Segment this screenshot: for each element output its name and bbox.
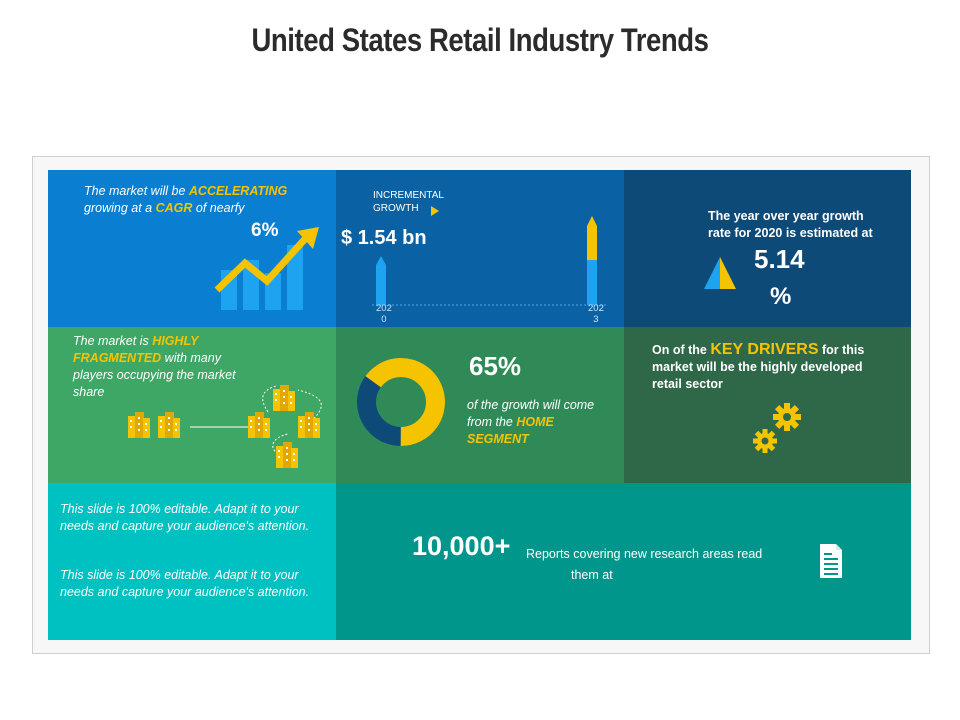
fragmented-text: The market is HIGHLY FRAGMENTED with man… (73, 333, 293, 401)
home-segment-text: of the growth will come from the HOME SE… (467, 397, 624, 448)
home-text-part: of the growth will come (467, 398, 595, 412)
panel-reports: 10,000+ Reports covering new research ar… (336, 483, 911, 640)
year-end-part: 202 (588, 303, 604, 314)
reports-text: Reports covering new research areas read… (526, 544, 796, 586)
donut-segment-home (357, 358, 445, 446)
year-end-part: 3 (593, 314, 599, 325)
incremental-label-line: INCREMENTAL (373, 190, 444, 201)
bar-2023-bottom (587, 260, 597, 305)
cagr-text-part: The market will be (84, 184, 189, 198)
yoy-text-line: rate for 2020 is estimated at (708, 226, 873, 240)
page-title: United States Retail Industry Trends (251, 22, 709, 58)
reports-text-line: Reports covering new research areas read (526, 547, 763, 561)
growth-chart-icon (214, 227, 319, 310)
editable-note-2: This slide is 100% editable. Adapt it to… (60, 568, 310, 599)
fragmented-text-part: share (73, 385, 105, 399)
drivers-highlight: KEY DRIVERS (710, 341, 819, 358)
donut-chart (357, 358, 445, 446)
reports-value: 10,000+ (412, 531, 511, 561)
panel-editable-note: This slide is 100% editable. Adapt it to… (48, 483, 336, 640)
panel-key-drivers: On of the KEY DRIVERS for this market wi… (624, 327, 911, 483)
incremental-growth-value: $ 1.54 bn (341, 227, 427, 249)
fragmented-highlight: HIGHLY (152, 334, 199, 348)
yoy-text: The year over year growth rate for 2020 … (708, 208, 908, 242)
year-end-label: 202 3 (588, 303, 604, 325)
bar-2020 (376, 256, 386, 305)
panel-yoy-growth: The year over year growth rate for 2020 … (624, 170, 911, 327)
editable-note-1: This slide is 100% editable. Adapt it to… (60, 502, 310, 533)
home-text-part: from the (467, 415, 517, 429)
fragmented-text-part: The market is (73, 334, 153, 348)
cagr-text-part: of nearfy (192, 201, 245, 215)
cagr-text-part: growing at a (84, 201, 156, 215)
year-start-label: 202 0 (376, 303, 392, 325)
bar-2023-top (587, 216, 597, 260)
fragmented-text-part: with many (161, 351, 221, 365)
cagr-text: The market will be ACCELERATING growing … (84, 183, 334, 217)
yoy-text-line: The year over year growth (708, 209, 864, 223)
incremental-growth-label: INCREMENTAL GROWTH (373, 189, 444, 215)
year-start-part: 202 (376, 303, 392, 314)
panel-cagr: The market will be ACCELERATING growing … (48, 170, 336, 327)
yoy-value: 5.14 (754, 244, 805, 274)
drivers-text-part: retail sector (652, 377, 723, 391)
fragmented-text-part: players occupying the market (73, 368, 236, 382)
drivers-text-part: market will be the highly developed (652, 360, 863, 374)
yoy-value-percent: % (770, 283, 792, 310)
home-highlight: SEGMENT (467, 432, 529, 446)
drivers-text-part: On of the (652, 343, 711, 357)
play-arrow-icon (431, 206, 439, 216)
year-start-part: 0 (381, 314, 387, 325)
pyramid-icon (704, 257, 736, 289)
key-drivers-text: On of the KEY DRIVERS for this market wi… (652, 341, 907, 393)
cagr-highlight-cagr: CAGR (155, 201, 193, 215)
panel-home-segment: 65% of the growth will come from the HOM… (336, 327, 624, 483)
incremental-bar-chart (372, 216, 606, 306)
fragmented-highlight: FRAGMENTED (73, 351, 162, 365)
market-players-icon (128, 385, 322, 468)
panel-incremental-growth: INCREMENTAL GROWTH $ 1.54 bn 202 0 202 3 (336, 170, 624, 327)
panel-fragmented: The market is HIGHLY FRAGMENTED with man… (48, 327, 336, 483)
reports-text-line: them at (571, 568, 613, 582)
home-highlight: HOME (516, 415, 554, 429)
cagr-value: 6% (251, 220, 279, 241)
drivers-text-part: for this (818, 343, 865, 357)
incremental-label-line: GROWTH (373, 203, 419, 214)
gears-icon (753, 403, 801, 453)
cagr-highlight-accelerating: ACCELERATING (188, 184, 288, 198)
home-segment-value: 65% (469, 351, 522, 381)
document-icon (820, 544, 842, 578)
